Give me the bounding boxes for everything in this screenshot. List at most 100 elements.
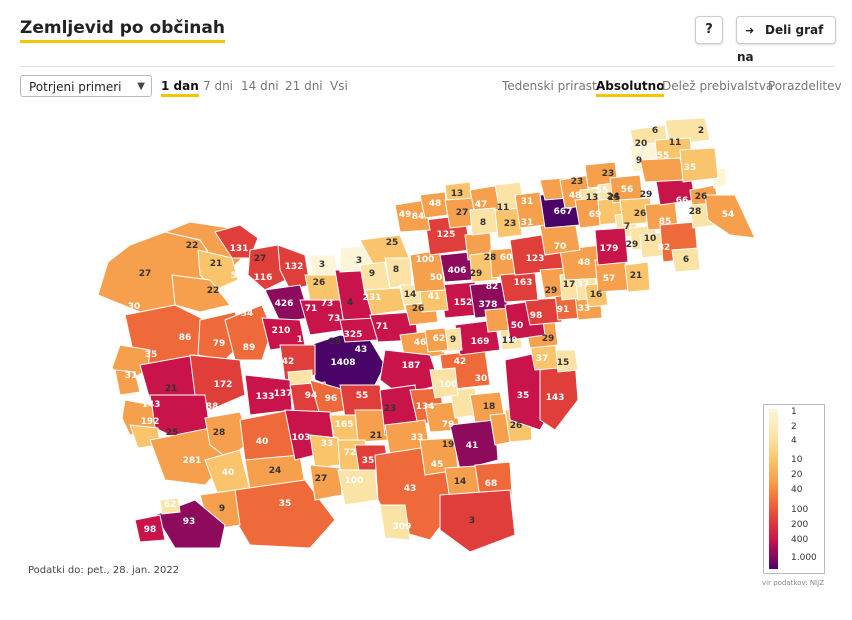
map-region[interactable] xyxy=(429,367,459,399)
map-value-label: 47 xyxy=(475,200,488,210)
header-divider xyxy=(20,66,834,67)
map-value-label: 125 xyxy=(437,230,456,240)
map-value-label: 14 xyxy=(404,290,417,300)
map-region[interactable] xyxy=(114,369,141,396)
metric-dropdown-value: Potrjeni primeri xyxy=(29,80,122,94)
legend-tick: 1.000 xyxy=(791,553,817,563)
map-region[interactable] xyxy=(574,197,606,229)
map-value-label: 72 xyxy=(344,448,357,458)
map-value-label: 41 xyxy=(466,441,479,451)
map-region[interactable] xyxy=(214,224,259,259)
map-region[interactable] xyxy=(171,274,231,313)
map-value-label: 8 xyxy=(480,218,486,228)
map-region[interactable] xyxy=(379,504,411,541)
map-value-label: 50 xyxy=(430,273,443,283)
map-value-label: 426 xyxy=(275,299,294,309)
tab-1-dan[interactable]: 1 dan xyxy=(161,79,199,97)
legend-tick: 40 xyxy=(791,485,803,495)
metric-dropdown[interactable]: Potrjeni primeri ▼ xyxy=(20,75,152,97)
map-region[interactable] xyxy=(159,497,181,515)
map-region[interactable] xyxy=(671,247,701,273)
map-value-label: 93 xyxy=(183,517,196,527)
map-value-label: 27 xyxy=(315,474,328,484)
legend-tick: 200 xyxy=(791,520,809,530)
map-value-label: 29 xyxy=(640,190,653,200)
map-value-label: 192 xyxy=(141,417,160,427)
map-value-label: 14 xyxy=(454,477,467,487)
map-value-label: 143 xyxy=(546,393,565,403)
help-button[interactable]: ? xyxy=(695,16,723,44)
tab-absolutno[interactable]: Absolutno xyxy=(596,79,665,97)
map-value-label: 143 xyxy=(142,400,161,410)
map-region[interactable] xyxy=(424,327,449,353)
tab-tedenski-prirast[interactable]: Tedenski prirast xyxy=(502,79,597,93)
map-region[interactable] xyxy=(524,297,563,326)
map-region[interactable] xyxy=(679,147,719,183)
map-value-label: 179 xyxy=(600,244,619,254)
map-value-label: 23 xyxy=(504,219,517,229)
map-region[interactable] xyxy=(224,304,273,361)
map-value-label: 37 xyxy=(536,354,549,364)
map-value-label: 9 xyxy=(450,335,456,345)
map-value-label: 29 xyxy=(470,269,483,279)
tab-porazdelitev[interactable]: Porazdelitev xyxy=(768,79,842,93)
page-title: Zemljevid po občinah xyxy=(20,18,225,43)
map-value-label: 25 xyxy=(608,193,621,203)
map-value-label: 27 xyxy=(456,208,469,218)
map-region[interactable] xyxy=(639,157,686,183)
map-value-label: 406 xyxy=(448,266,467,276)
map-value-label: 16 xyxy=(590,290,603,300)
map-value-label: 152 xyxy=(454,298,473,308)
map-region[interactable] xyxy=(449,419,499,471)
tab-21-dni[interactable]: 21 dni xyxy=(285,79,323,93)
map-region[interactable] xyxy=(704,194,756,239)
map-region[interactable] xyxy=(439,489,516,553)
map-region[interactable] xyxy=(594,227,629,266)
map-value-label: 31 xyxy=(521,218,534,228)
map-value-label: 9 xyxy=(636,156,642,166)
map-value-label: 119 xyxy=(297,335,316,345)
tab-delez-prebivalstva[interactable]: Delež prebivalstva xyxy=(662,79,774,93)
map-value-label: 281 xyxy=(183,456,202,466)
map-value-label: 309 xyxy=(393,522,412,532)
map-region[interactable] xyxy=(309,464,343,501)
map-value-label: 137 xyxy=(274,389,293,399)
map-value-label: 28 xyxy=(329,337,342,347)
tab-7-dni[interactable]: 7 dni xyxy=(203,79,234,93)
legend-tick: 20 xyxy=(791,470,803,480)
map-region[interactable] xyxy=(624,261,651,293)
map-value-label: 103 xyxy=(292,433,311,443)
tab-14-dni[interactable]: 14 dni xyxy=(241,79,279,93)
map-value-label: 62 xyxy=(433,334,446,344)
map-value-label: 41 xyxy=(428,292,441,302)
map-region[interactable] xyxy=(394,199,431,233)
map-value-label: 17 xyxy=(563,280,576,290)
map-value-label: 4 xyxy=(347,298,353,308)
map-value-label: 7 xyxy=(624,222,630,232)
data-source: vir podatkov: NIJZ xyxy=(762,579,824,587)
map-value-label: 26 xyxy=(634,209,647,219)
map-region[interactable] xyxy=(474,461,513,499)
map-value-label: 33 xyxy=(578,304,591,314)
map-value-label: 96 xyxy=(325,394,338,404)
map-value-label: 35 xyxy=(145,350,158,360)
share-button[interactable]: ➜ Deli graf na xyxy=(736,16,836,64)
legend-tick: 100 xyxy=(791,505,809,515)
map-value-label: 26 xyxy=(313,278,326,288)
map-value-label: 71 xyxy=(305,304,318,314)
map-region[interactable] xyxy=(134,514,166,543)
map-region[interactable] xyxy=(494,207,523,239)
map-region[interactable] xyxy=(664,117,711,146)
map-value-label: 28 xyxy=(484,253,497,263)
tab-vsi[interactable]: Vsi xyxy=(330,79,348,93)
map-value-label: 21 xyxy=(165,384,178,394)
map-value-label: 11 xyxy=(497,203,510,213)
map-value-label: 43 xyxy=(355,345,368,355)
legend-tick: 10 xyxy=(791,455,803,465)
map-region[interactable] xyxy=(364,287,406,316)
map-value-label: 10 xyxy=(644,234,657,244)
legend-tick: 400 xyxy=(791,535,809,545)
map-value-label: 29 xyxy=(626,240,639,250)
